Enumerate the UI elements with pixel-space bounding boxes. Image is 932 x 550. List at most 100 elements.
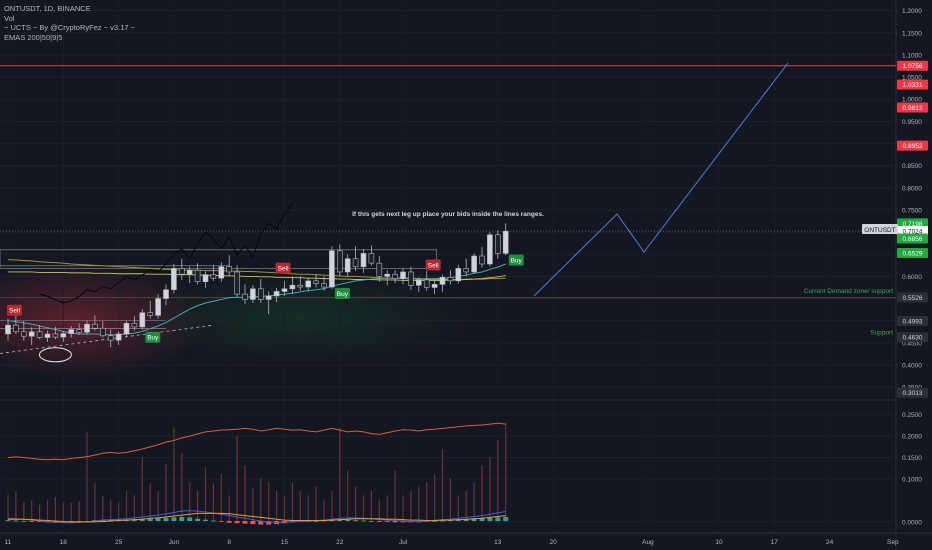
price-label-text: 0.5526 — [903, 295, 923, 302]
buy-signal: Buy — [508, 254, 524, 266]
time-tick-label: Jun — [169, 539, 180, 546]
volume-bar — [62, 502, 64, 522]
candle-body — [60, 333, 67, 338]
price-label-text: 0.9813 — [903, 105, 923, 112]
price-label: 0.4630 — [897, 332, 928, 343]
signal-box — [145, 331, 161, 343]
symbol-tag-label: ONTUSDT — [864, 227, 895, 234]
volume-bar — [386, 495, 388, 522]
volume-bar — [133, 495, 135, 522]
volume-bar — [54, 497, 56, 522]
macd-histogram-bar — [353, 520, 359, 521]
candle-body — [487, 234, 493, 265]
candle-body — [242, 293, 248, 300]
macd-histogram-bar — [21, 521, 27, 522]
candle-body — [131, 323, 138, 328]
buy-signal: Buy — [334, 287, 350, 299]
price-label-text: 0.7024 — [903, 229, 923, 236]
macd-histogram-bar — [218, 521, 224, 522]
signal-box — [275, 262, 291, 274]
volume-bar — [299, 491, 301, 522]
macd-histogram-bar — [242, 521, 248, 524]
candle-body — [100, 327, 106, 337]
macd-histogram-bar — [503, 516, 509, 521]
macd-histogram-bar — [266, 521, 272, 525]
time-tick-label: 17 — [771, 539, 779, 546]
macd-histogram-bar — [463, 519, 469, 521]
candle-body — [36, 331, 43, 338]
macd-signal-line — [8, 512, 506, 523]
signal-label: Sell — [428, 263, 439, 270]
ema9-line — [7, 263, 506, 336]
price-label-box — [897, 102, 928, 113]
macd-histogram-bar — [171, 517, 177, 521]
candle-body — [257, 288, 264, 300]
candle-body — [250, 288, 256, 300]
macd-histogram-bar — [487, 517, 493, 521]
candle-body — [408, 271, 414, 286]
range-box — [0, 249, 438, 269]
candle-body — [92, 323, 98, 329]
candle-body — [179, 268, 185, 275]
price-tick-label: 1.0000 — [902, 97, 922, 104]
volume-bar — [505, 423, 507, 522]
macd-histogram-bar — [13, 520, 19, 522]
signal-box — [508, 254, 524, 266]
volume-ma-line — [7, 422, 506, 461]
volume-bar — [118, 502, 120, 522]
volume-bar — [283, 495, 286, 522]
price-label: 0.9813 — [897, 102, 928, 113]
candle-body — [107, 335, 114, 341]
price-label-text: 1.0756 — [903, 63, 923, 70]
price-label: 1.0756 — [897, 60, 928, 71]
price-label: 0.6529 — [897, 247, 928, 258]
price-tick-label: 0.4000 — [902, 362, 922, 369]
price-label-box — [897, 218, 928, 229]
candle-body — [336, 250, 343, 273]
price-label-text: 0.4993 — [903, 319, 923, 326]
price-label-box — [897, 247, 928, 258]
candle-body — [139, 312, 146, 328]
candle-body — [439, 276, 446, 285]
volume-bar — [449, 478, 451, 522]
candle-body — [376, 262, 383, 277]
volume-tick-label: 0.1000 — [902, 477, 922, 484]
volume-bar — [434, 474, 436, 522]
zone-label: Current Demand zone/ support — [804, 288, 893, 295]
volume-bar — [189, 482, 191, 522]
volume-bar — [347, 470, 349, 522]
volume-bar — [473, 482, 475, 522]
macd-histogram-bar — [361, 520, 366, 522]
price-label-text: 1.0331 — [903, 82, 923, 89]
macd-histogram-bar — [29, 521, 35, 522]
sell-glow-zone — [0, 262, 210, 378]
volume-bar — [31, 500, 33, 522]
candle-body — [415, 279, 422, 286]
price-label-box — [897, 140, 928, 151]
price-tick-label: 0.9500 — [902, 119, 922, 126]
indicator-ucts[interactable]: ~ UCTS ~ By @CryptoRyFez ~ v3.17 ~ — [4, 23, 135, 32]
volume-bar — [7, 495, 9, 522]
macd-histogram-bar — [471, 518, 477, 521]
candle-body — [305, 280, 312, 288]
candle-body — [5, 324, 11, 335]
volume-bar — [157, 491, 159, 522]
volume-bar — [15, 491, 17, 522]
candle-body — [494, 234, 501, 254]
candle-body — [265, 295, 272, 300]
volume-bar — [173, 427, 175, 522]
indicator-volume[interactable]: Vol — [4, 13, 15, 23]
candle-body — [115, 333, 122, 341]
macd-histogram-bar — [432, 521, 438, 522]
volume-bar — [331, 491, 333, 522]
macd-histogram-bar — [226, 521, 232, 523]
indicator-emas[interactable]: EMAS 200|50|9|5 — [4, 32, 63, 42]
macd-histogram-bar — [250, 521, 256, 525]
time-tick-label: 11 — [5, 539, 12, 546]
volume-bar — [276, 491, 278, 522]
volume-bar — [315, 486, 317, 522]
sell-signal: Sell — [425, 259, 441, 271]
price-label-box — [897, 79, 928, 90]
price-label-text: 0.3013 — [903, 390, 923, 397]
